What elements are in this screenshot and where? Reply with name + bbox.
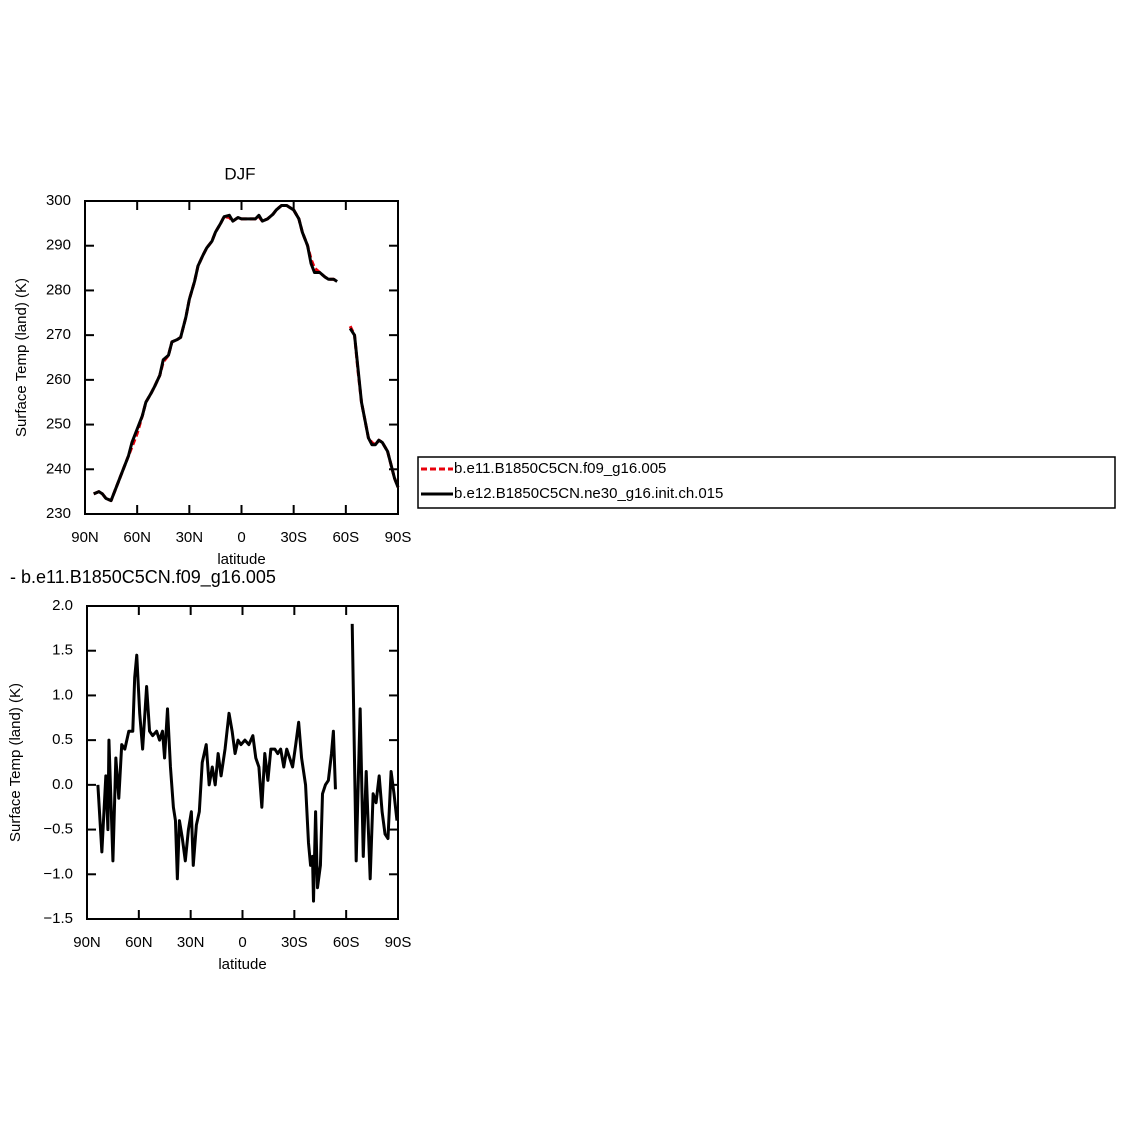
y-tick-label: 2.0 — [52, 597, 73, 614]
y-tick-label: −1.0 — [43, 865, 73, 882]
x-tick-label: 90S — [385, 934, 412, 951]
y-tick-label: 230 — [46, 505, 71, 522]
x-tick-label: 30S — [280, 529, 307, 546]
x-tick-label: 60N — [125, 934, 153, 951]
x-tick-label: 60S — [333, 934, 360, 951]
data-line — [93, 203, 400, 503]
y-tick-label: 270 — [46, 326, 71, 343]
y-tick-label: 290 — [46, 237, 71, 254]
x-tick-label: 90N — [73, 934, 101, 951]
x-axis-label: latitude — [217, 551, 265, 568]
legend-label: b.e11.B1850C5CN.f09_g16.005 — [454, 460, 666, 477]
y-tick-label: 260 — [46, 371, 71, 388]
x-axis-label: latitude — [218, 956, 266, 973]
y-tick-label: −0.5 — [43, 821, 73, 838]
y-axis-label: Surface Temp (land) (K) — [7, 683, 24, 842]
data-line — [93, 203, 400, 503]
y-tick-label: 280 — [46, 281, 71, 298]
x-tick-label: 60N — [123, 529, 151, 546]
y-tick-label: 300 — [46, 192, 71, 209]
x-tick-label: 90S — [385, 529, 412, 546]
y-axis-label: Surface Temp (land) (K) — [13, 278, 30, 437]
y-tick-label: 240 — [46, 460, 71, 477]
x-tick-label: 30N — [176, 529, 204, 546]
plot-frame — [84, 200, 399, 515]
y-tick-label: 0.0 — [52, 776, 73, 793]
legend-label: b.e12.B1850C5CN.ne30_g16.init.ch.015 — [454, 485, 723, 502]
chart-title: DJF — [224, 164, 255, 183]
y-tick-label: −1.5 — [43, 910, 73, 927]
x-tick-label: 0 — [238, 934, 246, 951]
x-tick-label: 60S — [332, 529, 359, 546]
data-line — [96, 623, 399, 903]
x-tick-label: 90N — [71, 529, 99, 546]
y-tick-label: 1.0 — [52, 686, 73, 703]
x-tick-label: 30S — [281, 934, 308, 951]
x-tick-label: 0 — [237, 529, 245, 546]
y-tick-label: 250 — [46, 416, 71, 433]
x-tick-label: 30N — [177, 934, 205, 951]
chart-title: - b.e11.B1850C5CN.f09_g16.005 — [10, 567, 276, 588]
y-tick-label: 1.5 — [52, 642, 73, 659]
legend-box — [417, 456, 1116, 509]
y-tick-label: 0.5 — [52, 731, 73, 748]
